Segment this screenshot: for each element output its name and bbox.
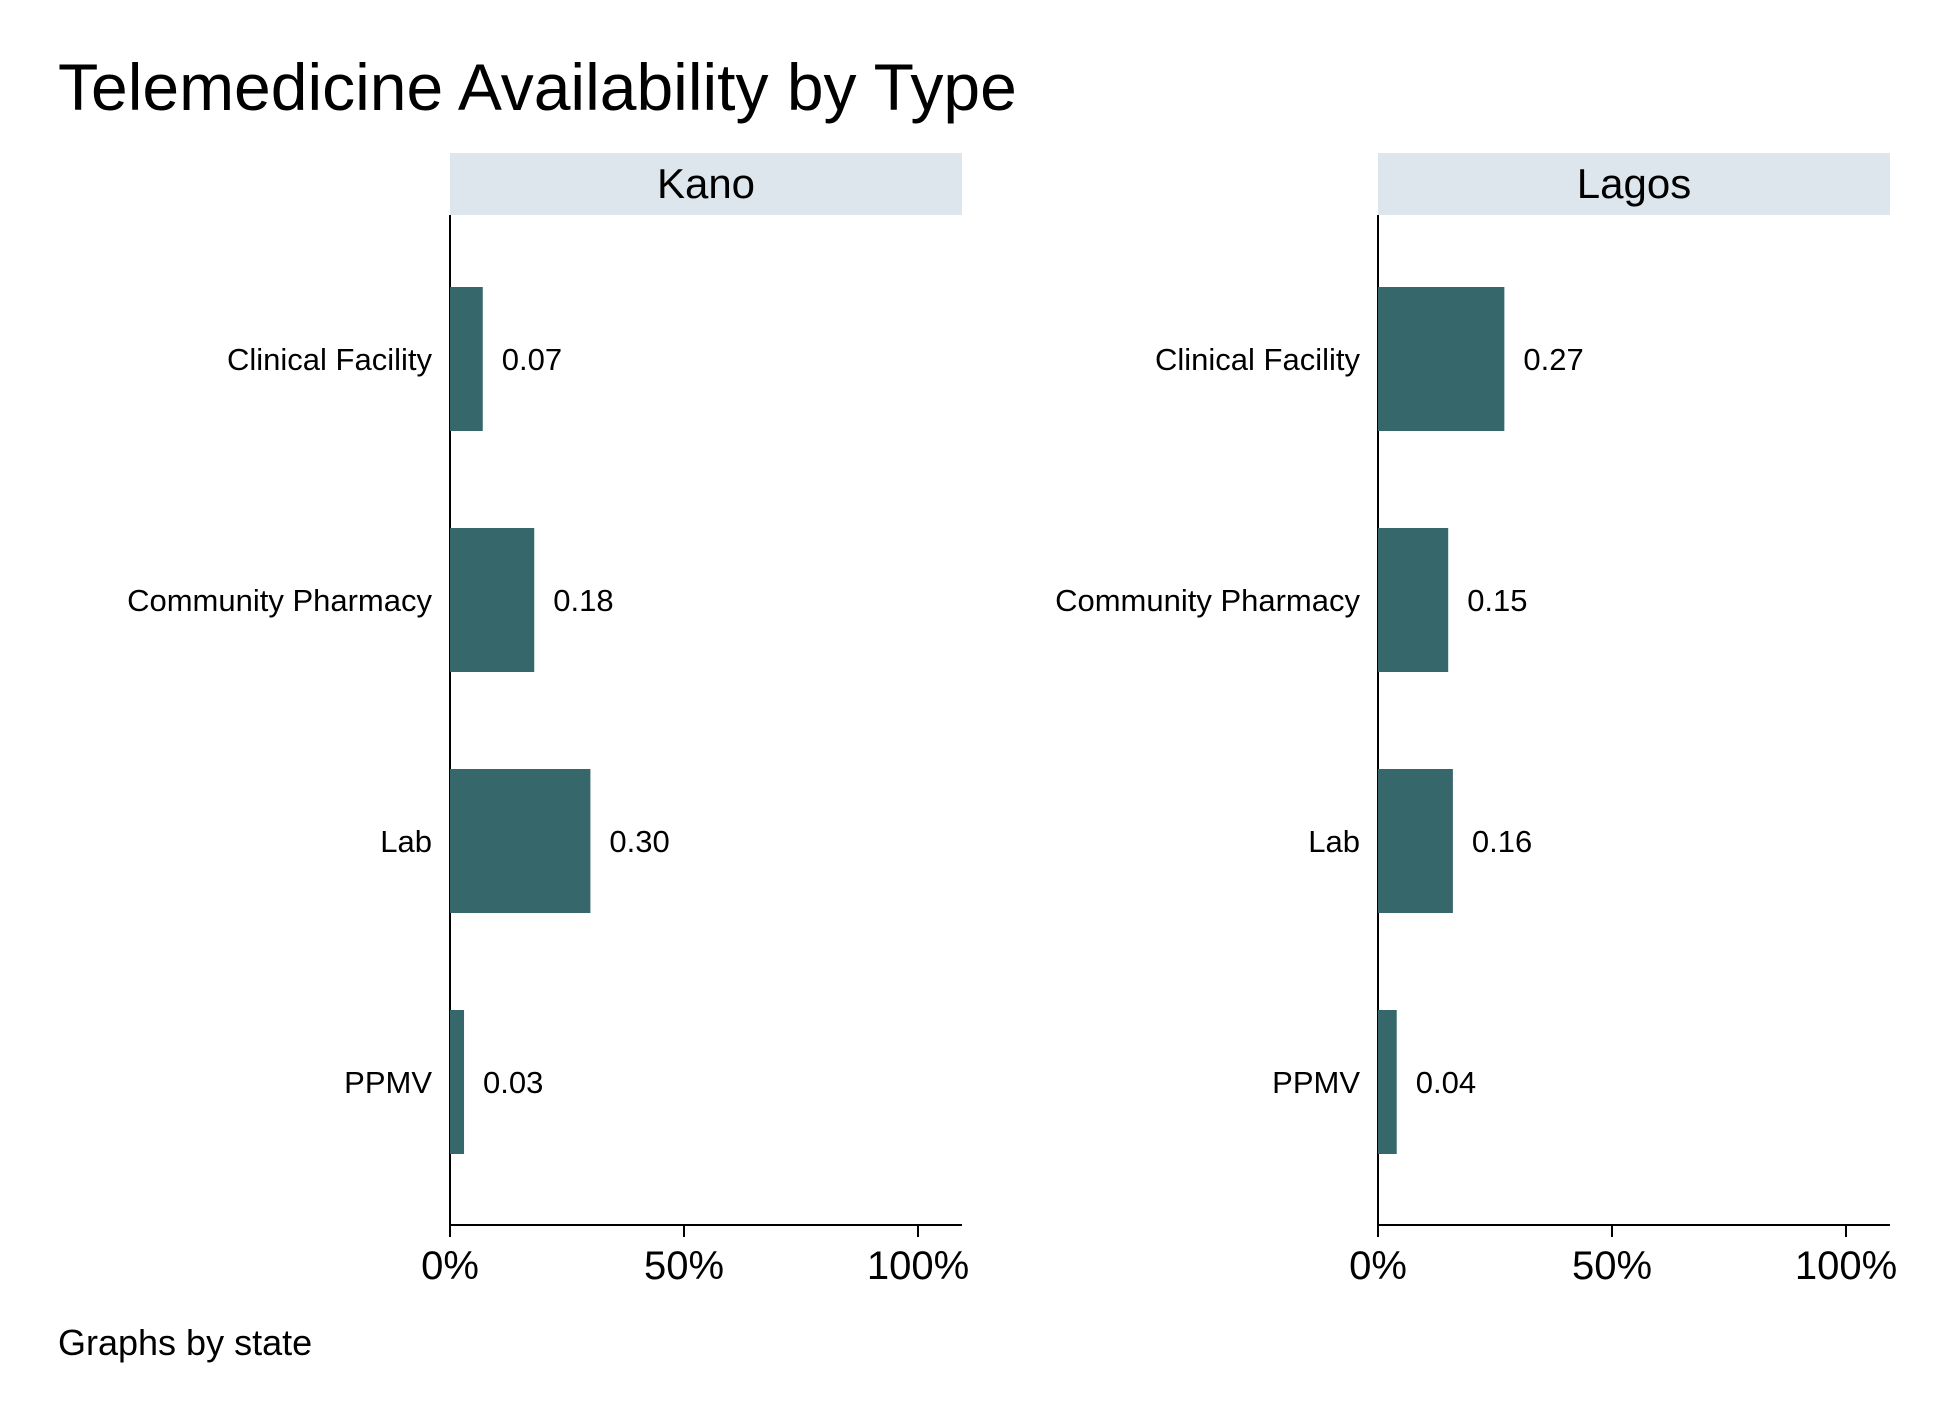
- value-label: 0.15: [1467, 583, 1527, 618]
- x-tick-label: 100%: [1795, 1244, 1897, 1288]
- panel-header-title: Lagos: [1577, 160, 1691, 207]
- category-label: PPMV: [1272, 1065, 1360, 1100]
- bar: [450, 1010, 465, 1154]
- chart-title: Telemedicine Availability by Type: [58, 50, 1017, 124]
- value-label: 0.30: [609, 824, 669, 859]
- value-label: 0.18: [553, 583, 613, 618]
- x-tick-label: 100%: [867, 1244, 969, 1288]
- x-tick-label: 50%: [644, 1244, 724, 1288]
- bar: [450, 287, 483, 431]
- x-tick-label: 0%: [1349, 1244, 1407, 1288]
- panel-header-title: Kano: [657, 160, 755, 207]
- category-label: Clinical Facility: [227, 342, 432, 377]
- panel-header: [1378, 153, 1890, 215]
- value-label: 0.07: [502, 342, 562, 377]
- bar: [1378, 769, 1453, 913]
- bar: [450, 769, 591, 913]
- x-tick-label: 50%: [1572, 1244, 1652, 1288]
- value-label: 0.16: [1472, 824, 1532, 859]
- chart-note: Graphs by state: [58, 1322, 312, 1363]
- value-label: 0.04: [1416, 1065, 1476, 1100]
- value-label: 0.03: [483, 1065, 543, 1100]
- panel-header: [450, 153, 962, 215]
- panel-kano: Kano 0% 50% 100% Clinical Facility 0.07 Commun…: [127, 153, 969, 1288]
- category-label: Community Pharmacy: [1055, 583, 1360, 618]
- bar: [1378, 287, 1505, 431]
- bar: [1378, 528, 1449, 672]
- category-label: Clinical Facility: [1155, 342, 1360, 377]
- bar: [1378, 1010, 1397, 1154]
- panel-lagos: Lagos 0% 50% 100% Clinical Facility 0.27 Commu…: [1055, 153, 1897, 1288]
- panels-layer: Kano 0% 50% 100% Clinical Facility 0.07 Commun…: [127, 153, 1897, 1288]
- category-label: Lab: [380, 824, 432, 859]
- bar: [450, 528, 535, 672]
- category-label: Lab: [1308, 824, 1360, 859]
- category-label: Community Pharmacy: [127, 583, 432, 618]
- x-tick-label: 0%: [421, 1244, 479, 1288]
- category-label: PPMV: [344, 1065, 432, 1100]
- value-label: 0.27: [1523, 342, 1583, 377]
